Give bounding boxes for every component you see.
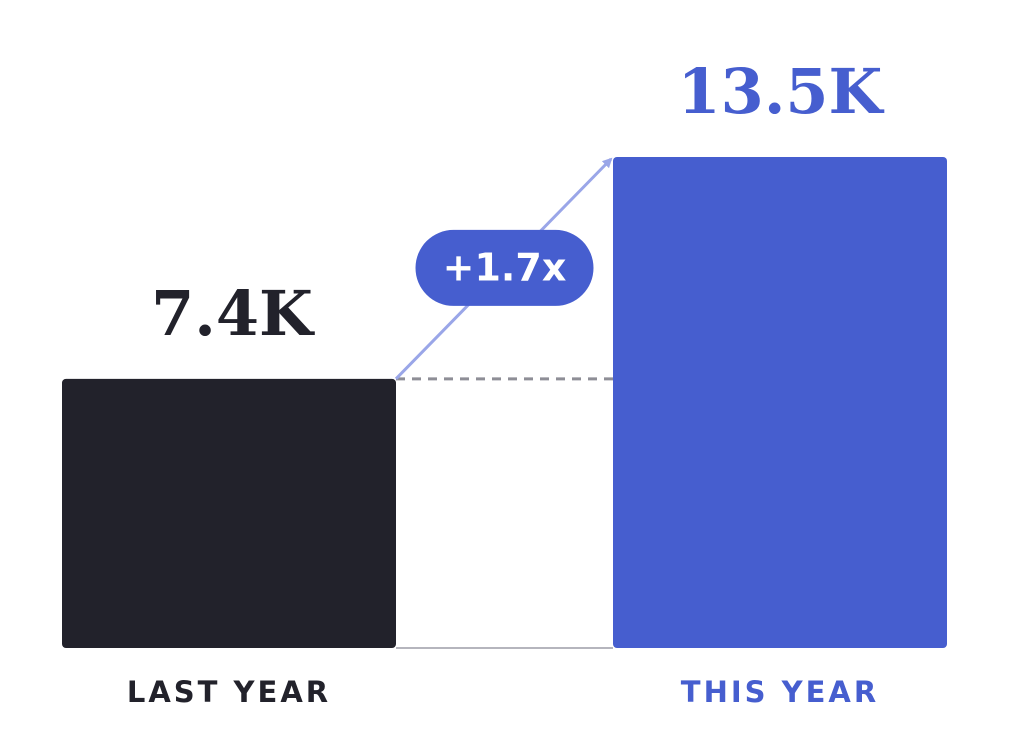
bar xyxy=(62,378,396,648)
bar xyxy=(613,157,947,648)
value-label: 13.5K xyxy=(678,55,885,128)
category-label: THIS YEAR xyxy=(681,675,879,709)
value-label: 7.4K xyxy=(151,277,315,350)
annotation-pill xyxy=(415,229,594,306)
category-label: LAST YEAR xyxy=(127,675,331,709)
annotation: +1.7x xyxy=(443,245,567,289)
